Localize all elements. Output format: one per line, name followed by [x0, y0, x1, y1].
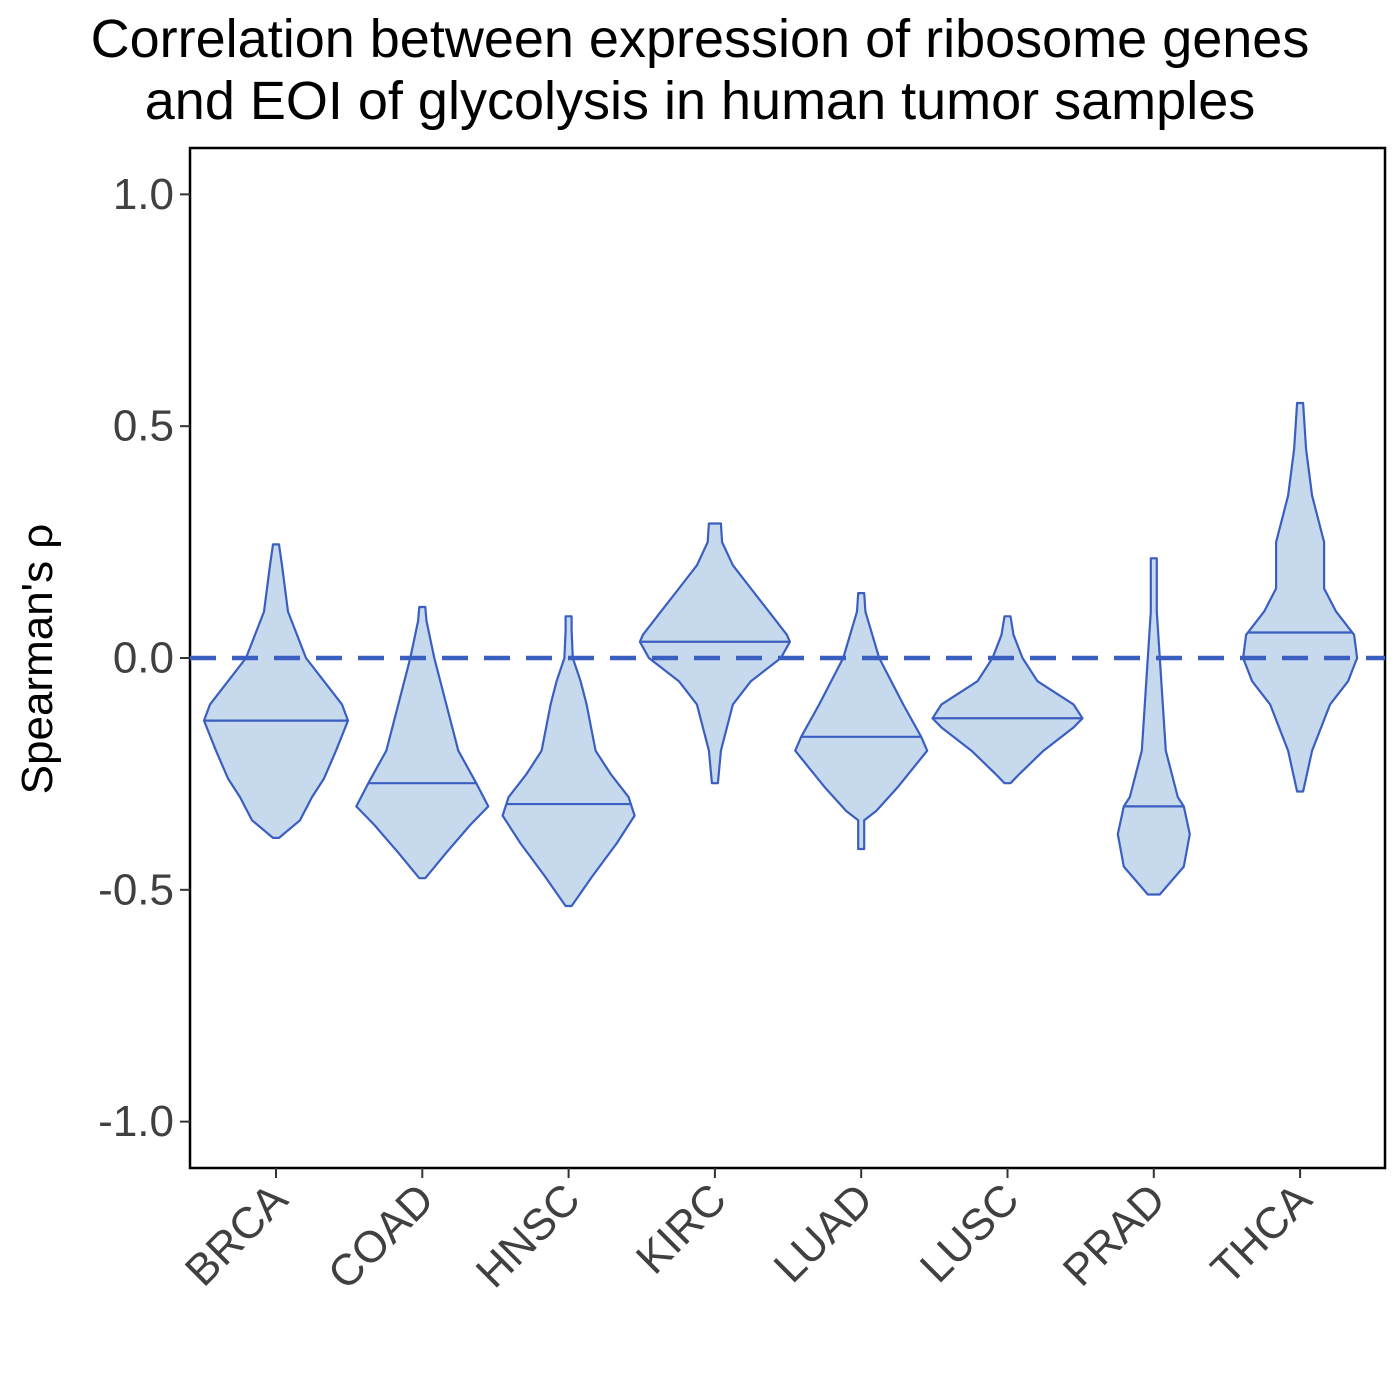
x-tick-label-hnsc: HNSC	[467, 1174, 590, 1297]
y-tick-label: 0.0	[113, 634, 174, 683]
y-tick-label: 1.0	[113, 170, 174, 219]
x-tick-label-lusc: LUSC	[911, 1174, 1029, 1292]
x-tick-label-coad: COAD	[319, 1174, 444, 1299]
chart-title-line-1: Correlation between expression of riboso…	[90, 9, 1310, 69]
violin-thca	[1242, 401, 1359, 793]
x-tick-label-luad: LUAD	[765, 1174, 883, 1292]
x-tick-label-brca: BRCA	[176, 1174, 298, 1296]
violin-hnsc	[501, 615, 636, 908]
violin-coad	[355, 605, 490, 880]
y-tick-label: 0.5	[113, 402, 174, 451]
violin-kirc	[638, 522, 791, 785]
x-tick-label-prad: PRAD	[1054, 1174, 1175, 1295]
y-tick-label: -1.0	[98, 1097, 174, 1146]
violin-lusc	[931, 615, 1084, 785]
chart-title: Correlation between expression of riboso…	[0, 8, 1400, 132]
violin-luad	[794, 592, 929, 851]
x-tick-label-thca: THCA	[1202, 1174, 1322, 1294]
chart-title-line-2: and EOI of glycolysis in human tumor sam…	[144, 71, 1256, 131]
y-tick-label: -0.5	[98, 865, 174, 914]
violin-prad	[1116, 557, 1191, 896]
violin-brca	[202, 543, 350, 839]
x-tick-label-kirc: KIRC	[627, 1174, 736, 1283]
